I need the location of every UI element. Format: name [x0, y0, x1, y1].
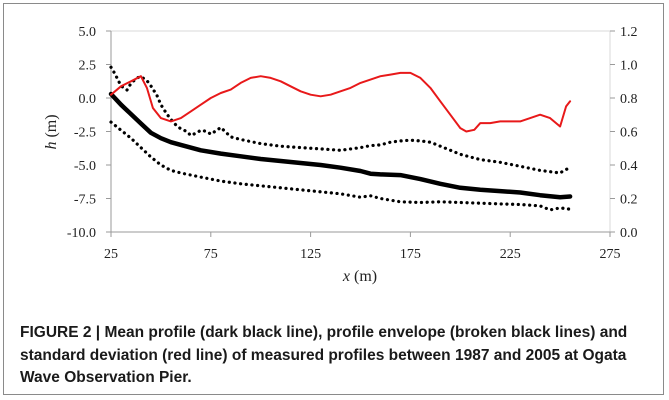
x-tick-label: 175	[400, 247, 421, 262]
y-tick-label: 0.0	[79, 92, 97, 107]
x-axis-label-var: x	[342, 268, 350, 285]
x-tick-label: 225	[500, 247, 521, 262]
y-tick-label: -2.5	[74, 126, 96, 141]
caption-text: Mean profile (dark black line), profile …	[20, 324, 628, 386]
y-tick-label: -10.0	[67, 226, 96, 241]
y2-tick-label: 0.0	[620, 226, 638, 241]
y2-tick-label: 0.4	[620, 159, 638, 174]
chart-svg: 25 75 125 175 225 275 5.0 2.5 0.0 -2.5 -5.0 -7.5 -10…	[43, 25, 638, 285]
y-tick-label: 2.5	[79, 59, 97, 74]
ticks-layer: 25 75 125 175 225 275 5.0 2.5 0.0 -2.5 -5.0 -7.5 -10…	[67, 25, 638, 262]
series-layer	[108, 65, 573, 212]
series-line-std	[110, 71, 572, 133]
x-tick-label: 25	[104, 247, 118, 262]
x-tick-label: 275	[600, 247, 621, 262]
series-line-mean	[108, 91, 573, 200]
x-axis-label-unit: (m)	[350, 268, 377, 285]
y-tick-label: 5.0	[79, 25, 97, 40]
y-tick-label: -7.5	[74, 193, 96, 208]
y2-tick-label: 0.8	[620, 92, 638, 107]
caption-label: FIGURE 2 |	[20, 324, 101, 341]
x-tick-label: 125	[300, 247, 321, 262]
y-axis-label-unit: (m)	[43, 114, 60, 141]
y-axis-label-var: h	[43, 142, 60, 150]
y2-tick-label: 1.2	[620, 25, 638, 40]
figure-frame: 25 75 125 175 225 275 5.0 2.5 0.0 -2.5 -5.0 -7.5 -10…	[3, 3, 664, 395]
x-axis-label: x (m)	[342, 268, 377, 285]
y-tick-label: -5.0	[74, 159, 96, 174]
x-tick-label: 75	[204, 247, 218, 262]
figure-caption: FIGURE 2 | Mean profile (dark black line…	[20, 322, 650, 390]
series-line-envelope-upper	[109, 65, 572, 175]
y2-tick-label: 0.6	[620, 126, 638, 141]
y2-tick-label: 0.2	[620, 193, 638, 208]
y2-tick-label: 1.0	[620, 59, 638, 74]
series-line-envelope-lower	[109, 120, 572, 212]
y-axis-label: h (m)	[43, 114, 60, 149]
